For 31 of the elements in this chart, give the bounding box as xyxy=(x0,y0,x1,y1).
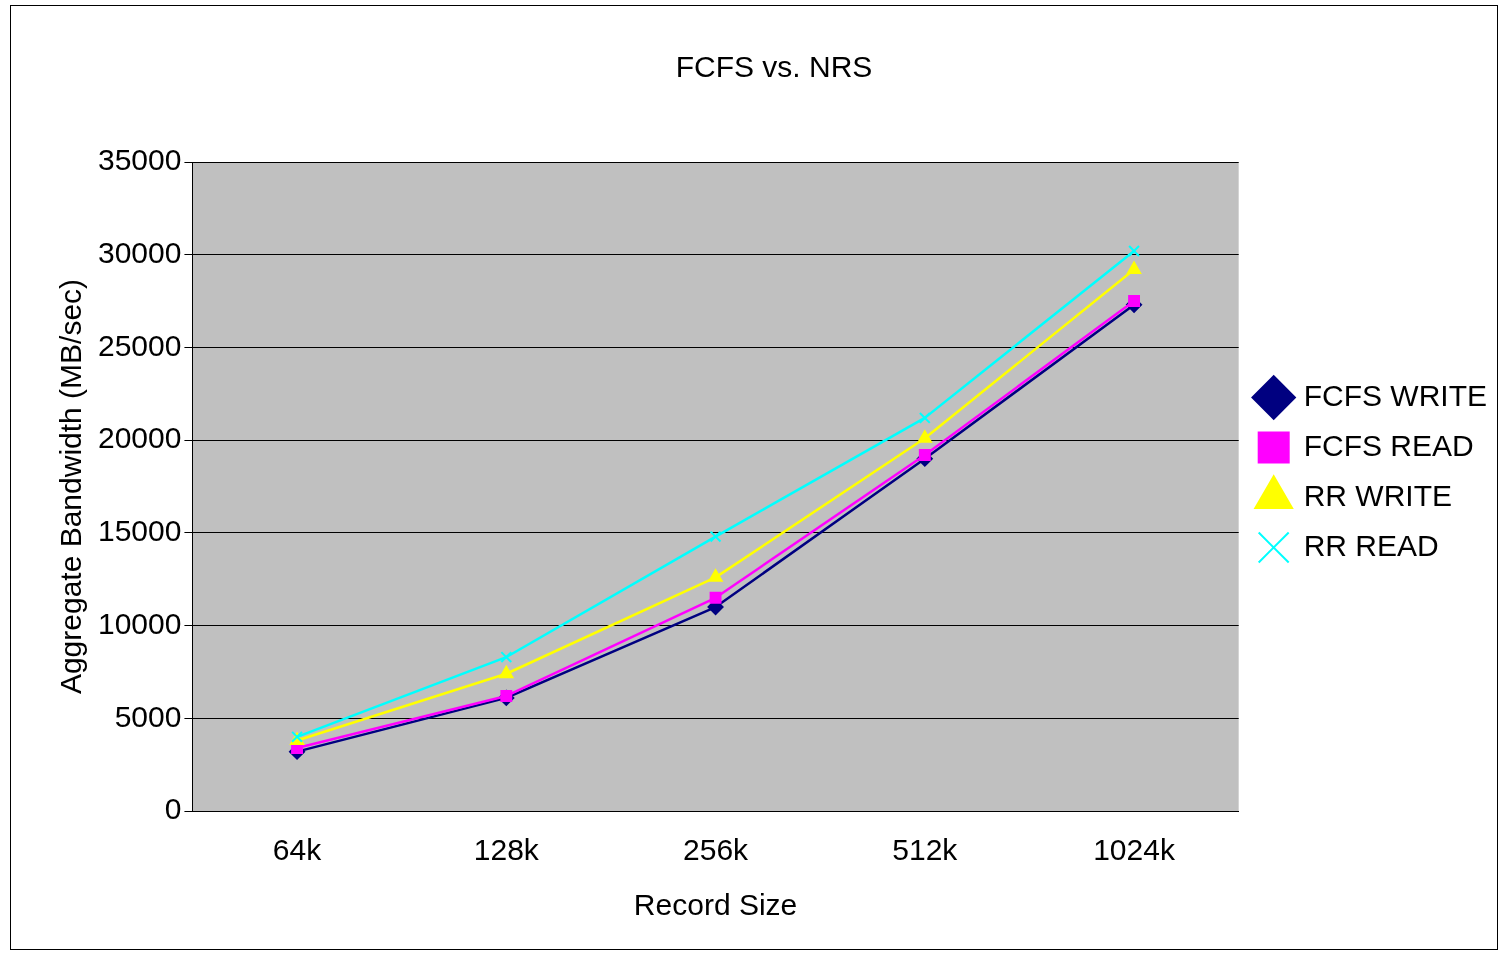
y-tick-label: 5000 xyxy=(114,699,182,733)
x-tick-label: 256k xyxy=(683,833,750,867)
y-tick-label: 15000 xyxy=(97,514,182,548)
point xyxy=(709,530,722,543)
point xyxy=(1127,261,1142,275)
x-axis-title: Record Size xyxy=(633,888,798,922)
point xyxy=(917,430,932,443)
legend-label: RR READ xyxy=(1303,528,1439,562)
y-axis-title: Aggregate Bandwidth (MB/sec) xyxy=(54,278,88,695)
point xyxy=(918,449,931,461)
x-tick-label: 1024k xyxy=(1093,833,1176,867)
point xyxy=(499,665,514,679)
y-tick-label: 10000 xyxy=(97,606,182,640)
point xyxy=(1128,295,1141,308)
chart-title: FCFS vs. NRS xyxy=(675,50,873,84)
x-tick-label: 128k xyxy=(473,833,540,867)
y-tick-label: 25000 xyxy=(97,328,182,362)
legend-label: FCFS WRITE xyxy=(1303,378,1487,412)
y-tick-label: 0 xyxy=(164,792,182,826)
x-tick-label: 64k xyxy=(272,833,323,867)
y-tick-label: 30000 xyxy=(97,235,182,269)
y-tick-label: 20000 xyxy=(97,421,182,455)
x-tick-label: 512k xyxy=(892,833,959,867)
y-tick-label: 35000 xyxy=(97,143,182,177)
point xyxy=(918,411,931,424)
legend-label: FCFS READ xyxy=(1303,428,1474,462)
point xyxy=(500,651,513,664)
legend-label: RR WRITE xyxy=(1303,478,1453,512)
point xyxy=(709,591,722,604)
point xyxy=(708,569,723,582)
point xyxy=(1128,245,1141,257)
